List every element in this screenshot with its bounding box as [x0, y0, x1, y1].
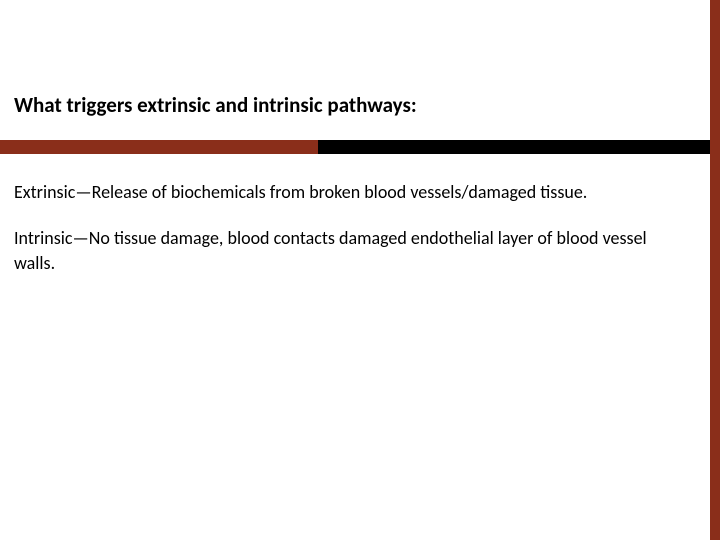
slide-title: What triggers extrinsic and intrinsic pa…	[0, 92, 417, 118]
divider-left-segment	[0, 140, 318, 154]
divider-right-segment	[318, 140, 720, 154]
paragraph-extrinsic: Extrinsic—Release of biochemicals from b…	[14, 180, 690, 204]
divider-bar	[0, 140, 720, 154]
title-band: What triggers extrinsic and intrinsic pa…	[0, 70, 720, 140]
right-accent-bar	[710, 0, 720, 540]
body-content: Extrinsic—Release of biochemicals from b…	[14, 180, 690, 297]
paragraph-intrinsic: Intrinsic—No tissue damage, blood contac…	[14, 226, 690, 275]
